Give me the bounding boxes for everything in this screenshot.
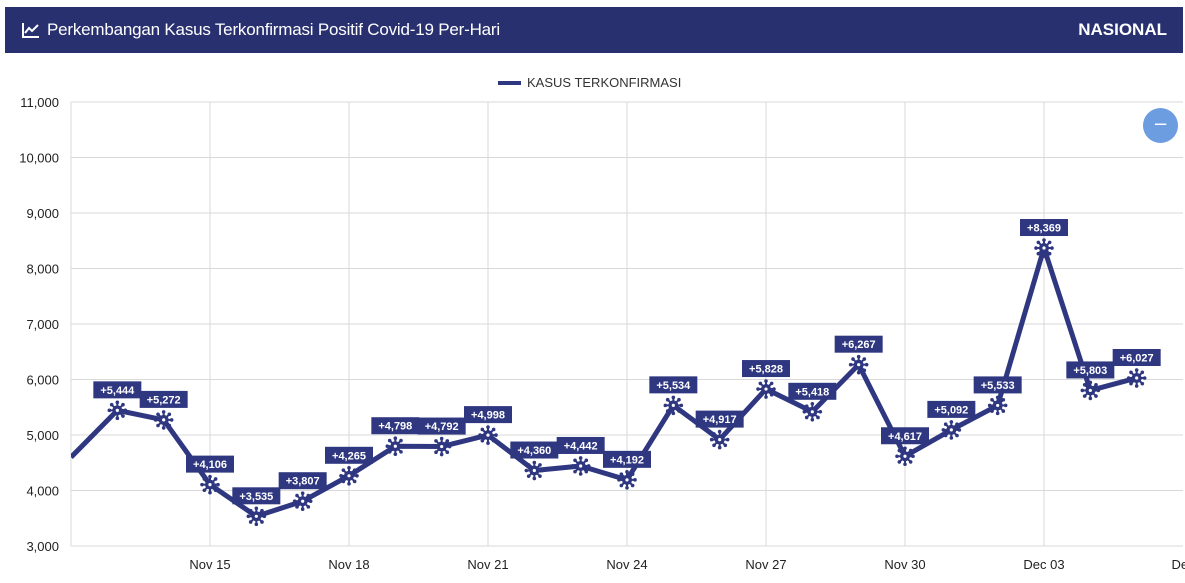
data-label: +8,369 — [1027, 223, 1061, 235]
x-tick-label: Nov 21 — [467, 557, 508, 572]
y-tick-label: 8,000 — [26, 262, 59, 277]
y-tick-label: 5,000 — [26, 428, 59, 443]
legend-swatch — [498, 81, 521, 85]
legend-label: KASUS TERKONFIRMASI — [527, 75, 681, 90]
y-tick-label: 11,000 — [20, 95, 59, 110]
data-label: +4,617 — [888, 431, 922, 443]
page-title: Perkembangan Kasus Terkonfirmasi Positif… — [47, 20, 500, 39]
x-tick-label: Nov 30 — [884, 557, 925, 572]
data-label-box — [1020, 219, 1068, 237]
data-label: +5,092 — [934, 404, 968, 416]
data-label-box — [695, 410, 744, 428]
x-tick-label: Nov 27 — [745, 557, 786, 572]
virus-marker-icon[interactable] — [663, 395, 684, 416]
virus-marker-icon[interactable] — [246, 506, 267, 527]
virus-marker-icon[interactable] — [941, 420, 962, 440]
data-label: +4,192 — [610, 454, 644, 466]
virus-marker-icon[interactable] — [431, 436, 452, 457]
data-label-box — [834, 335, 883, 353]
x-tick-label: Nov 18 — [328, 557, 369, 572]
virus-marker-icon[interactable] — [292, 491, 313, 512]
x-tick-label: Dec 03 — [1023, 557, 1064, 572]
y-tick-label: 4,000 — [26, 484, 59, 499]
data-label: +3,535 — [239, 491, 273, 503]
virus-marker-icon[interactable] — [524, 460, 545, 481]
data-label-box — [603, 450, 651, 468]
data-label: +6,267 — [842, 339, 876, 351]
virus-marker-icon[interactable] — [153, 410, 174, 430]
data-label: +4,998 — [471, 410, 505, 422]
data-label: +6,027 — [1120, 353, 1154, 365]
virus-marker-icon[interactable] — [802, 402, 823, 422]
y-tick-label: 9,000 — [26, 206, 59, 221]
data-label-box — [556, 436, 605, 454]
data-label: +5,533 — [981, 380, 1015, 392]
data-label-box — [371, 417, 420, 435]
data-label: +4,106 — [193, 459, 227, 471]
virus-marker-icon[interactable] — [339, 465, 359, 486]
data-label-box — [186, 455, 234, 473]
header-title-group: Perkembangan Kasus Terkonfirmasi Positif… — [21, 7, 500, 53]
data-label-box — [1112, 349, 1161, 367]
data-label: +4,798 — [378, 421, 412, 433]
virus-marker-icon[interactable] — [478, 425, 498, 445]
virus-marker-icon[interactable] — [987, 395, 1008, 416]
virus-marker-icon[interactable] — [756, 379, 776, 399]
data-label: +5,828 — [749, 364, 783, 376]
virus-marker-icon[interactable] — [570, 456, 591, 476]
data-label-box — [927, 400, 976, 418]
y-tick-label: 3,000 — [26, 539, 59, 554]
virus-marker-icon[interactable] — [1080, 380, 1101, 401]
data-label: +5,534 — [656, 380, 691, 392]
data-label: +5,803 — [1073, 365, 1107, 377]
x-tick-label: Nov 15 — [189, 557, 230, 572]
virus-marker-icon[interactable] — [1126, 368, 1147, 388]
data-label: +3,807 — [286, 476, 320, 488]
data-label: +4,442 — [564, 440, 598, 452]
trend-line-icon — [22, 23, 39, 38]
chart-header: Perkembangan Kasus Terkonfirmasi Positif… — [5, 7, 1183, 53]
virus-marker-icon[interactable] — [895, 446, 915, 467]
y-tick-label: 7,000 — [26, 317, 59, 332]
data-label-box — [232, 487, 281, 505]
virus-marker-icon[interactable] — [848, 354, 869, 375]
scope-label: NASIONAL — [1078, 20, 1167, 39]
virus-marker-icon[interactable] — [1034, 238, 1054, 258]
x-tick-label: Dec — [1171, 557, 1185, 572]
virus-marker-icon[interactable] — [107, 400, 128, 421]
virus-marker-icon[interactable] — [617, 470, 637, 490]
data-label-box — [464, 406, 512, 424]
data-label-box — [973, 376, 1022, 394]
data-label-box — [649, 376, 698, 394]
data-label-box — [788, 382, 837, 400]
zoom-out-button[interactable]: − — [1143, 108, 1178, 143]
data-label-box — [1066, 361, 1115, 379]
x-tick-label: Nov 24 — [606, 557, 647, 572]
data-label-box — [139, 390, 188, 408]
data-label: +4,917 — [703, 414, 737, 426]
data-label-box — [278, 472, 327, 490]
data-label-box — [881, 427, 929, 445]
y-tick-label: 6,000 — [26, 373, 59, 388]
minus-icon: − — [1152, 114, 1169, 135]
line-chart: 3,000 4,000 5,000 6,000 7,000 8,000 9,000 10,00… — [19, 75, 1185, 572]
data-label: +5,418 — [795, 386, 829, 398]
data-label-box — [417, 417, 466, 435]
virus-marker-icon[interactable] — [200, 474, 220, 495]
data-label: +5,444 — [100, 385, 135, 397]
data-label: +4,792 — [425, 421, 459, 433]
data-label-box — [742, 360, 790, 378]
data-label: +4,360 — [517, 445, 551, 457]
y-tick-label: 10,000 — [19, 151, 59, 166]
virus-marker-icon[interactable] — [709, 429, 730, 450]
data-label-box — [93, 381, 142, 399]
data-label-box — [510, 441, 559, 459]
data-label: +5,272 — [147, 394, 181, 406]
data-label-box — [325, 446, 373, 464]
data-label: +4,265 — [332, 450, 366, 462]
virus-marker-icon[interactable] — [385, 436, 406, 457]
series-line — [71, 245, 1138, 519]
